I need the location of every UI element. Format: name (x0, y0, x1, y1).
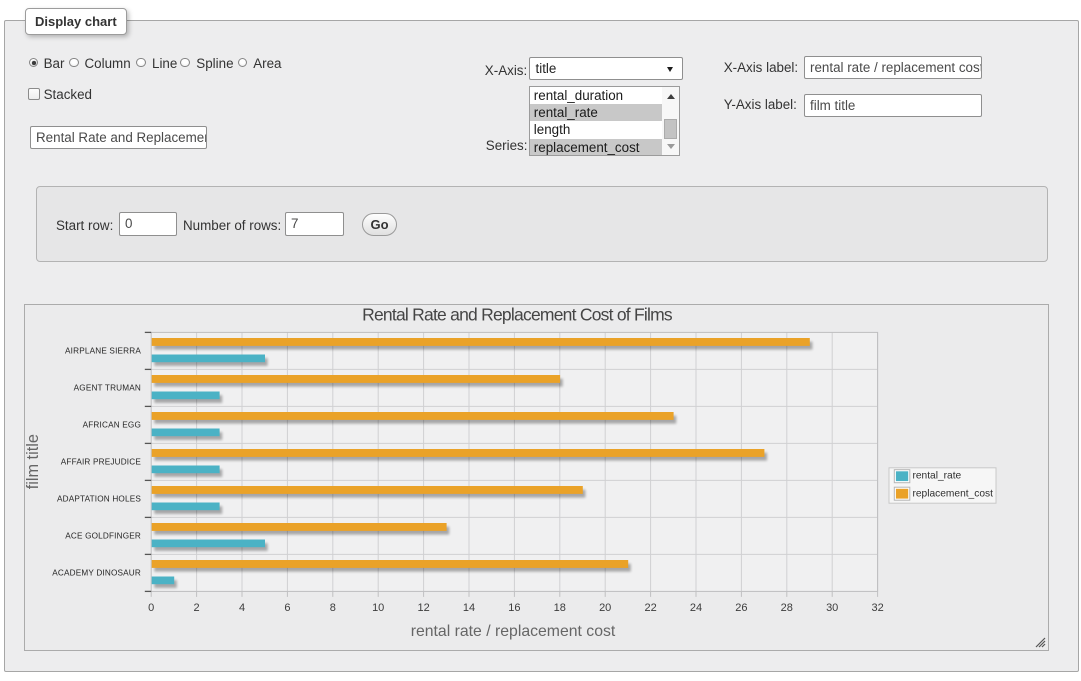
svg-text:10: 10 (372, 602, 384, 614)
svg-text:film title: film title (25, 434, 42, 489)
svg-text:8: 8 (330, 602, 336, 614)
svg-text:6: 6 (284, 602, 290, 614)
svg-text:32: 32 (871, 602, 883, 614)
svg-text:30: 30 (826, 602, 838, 614)
svg-text:AFRICAN EGG: AFRICAN EGG (83, 420, 141, 429)
svg-text:0: 0 (148, 602, 154, 614)
svg-text:22: 22 (644, 602, 656, 614)
svg-text:ACADEMY DINOSAUR: ACADEMY DINOSAUR (52, 568, 141, 577)
svg-text:AIRPLANE SIERRA: AIRPLANE SIERRA (65, 346, 141, 355)
svg-text:28: 28 (781, 602, 793, 614)
svg-text:4: 4 (239, 602, 245, 614)
svg-text:AFFAIR PREJUDICE: AFFAIR PREJUDICE (61, 457, 142, 466)
svg-text:rental rate / replacement cost: rental rate / replacement cost (411, 623, 616, 640)
svg-text:14: 14 (463, 602, 475, 614)
svg-text:ADAPTATION HOLES: ADAPTATION HOLES (57, 494, 141, 503)
svg-text:Rental Rate and Replacement Co: Rental Rate and Replacement Cost of Film… (362, 305, 673, 324)
svg-text:24: 24 (690, 602, 702, 614)
svg-text:20: 20 (599, 602, 611, 614)
svg-text:26: 26 (735, 602, 747, 614)
svg-text:18: 18 (554, 602, 566, 614)
svg-text:ACE GOLDFINGER: ACE GOLDFINGER (65, 531, 141, 540)
svg-text:AGENT TRUMAN: AGENT TRUMAN (74, 383, 141, 392)
svg-text:16: 16 (508, 602, 520, 614)
svg-text:replacement_cost: replacement_cost (913, 489, 994, 500)
svg-text:12: 12 (417, 602, 429, 614)
svg-text:2: 2 (194, 602, 200, 614)
svg-text:rental_rate: rental_rate (913, 471, 962, 482)
